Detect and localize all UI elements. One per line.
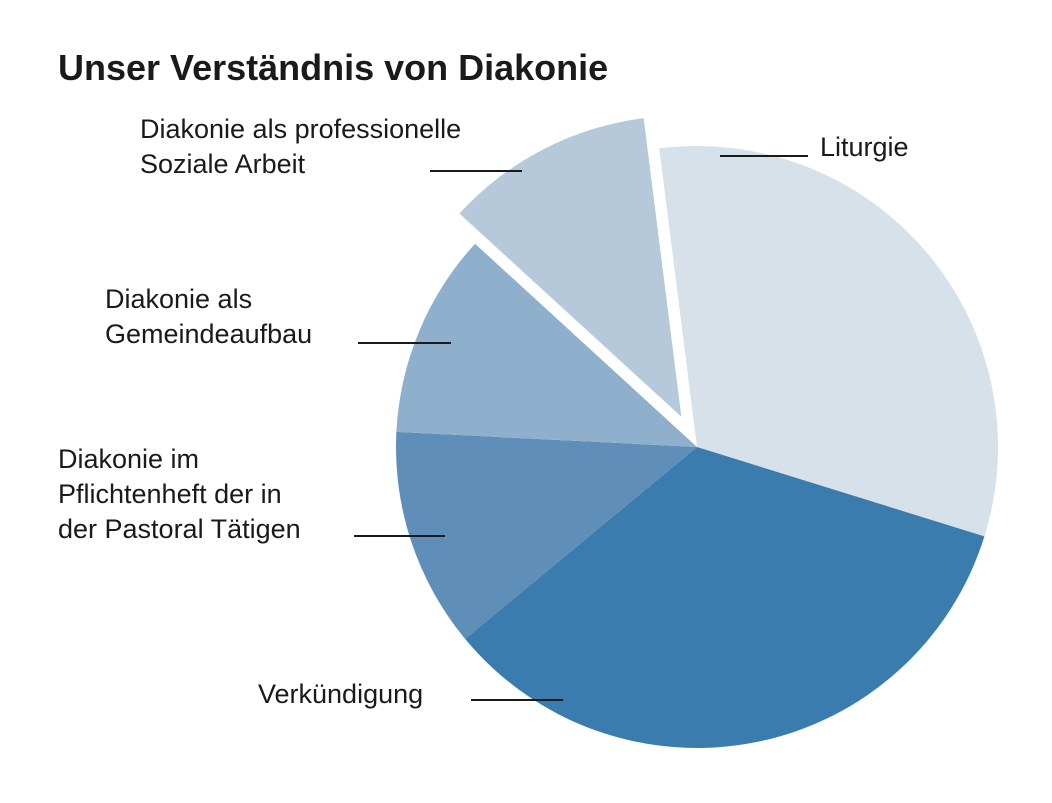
pie-slice-liturgie bbox=[659, 145, 998, 537]
slice-label-line: Verkündigung bbox=[258, 679, 423, 709]
slice-label-verkuendigung: Verkündigung bbox=[258, 679, 423, 709]
slice-label-line: Diakonie als professionelle bbox=[140, 114, 461, 144]
slice-labels: Liturgie Verkündigung Diakonie im Pflichten… bbox=[58, 114, 909, 709]
slice-label-group-diakonie-als-gemeindeaufbau: Diakonie als Gemeindeaufbau bbox=[105, 284, 451, 349]
slice-label-line: Soziale Arbeit bbox=[140, 149, 306, 179]
slice-label-group-diakonie-als-professionelle-soziale-arbeit: Diakonie als professionelle Soziale Arbei… bbox=[140, 114, 522, 179]
pie-slice-diakonie-als-professionelle-soziale-arbeit bbox=[459, 118, 682, 417]
slice-label-diakonie-im-pflichtenheft-der-in-der-pastoral-taetigen: Diakonie im Pflichtenheft der in der Pasto… bbox=[58, 444, 301, 544]
slice-label-group-liturgie: Liturgie bbox=[720, 132, 909, 162]
slice-label-line: Diakonie als bbox=[105, 284, 252, 314]
pie-slice-diakonie-als-gemeindeaufbau bbox=[396, 243, 697, 447]
pie-slice-diakonie-im-pflichtenheft-der-in-der-pastoral-taetigen bbox=[396, 431, 697, 639]
slice-label-liturgie: Liturgie bbox=[820, 132, 909, 162]
chart-title: Unser Verständnis von Diakonie bbox=[58, 47, 608, 88]
slice-label-group-diakonie-im-pflichtenheft-der-in-der-pastoral-taetigen: Diakonie im Pflichtenheft der in der Pasto… bbox=[58, 444, 445, 544]
slice-label-line: Liturgie bbox=[820, 132, 909, 162]
slice-label-group-verkuendigung: Verkündigung bbox=[258, 679, 563, 709]
slice-label-line: der Pastoral Tätigen bbox=[58, 514, 301, 544]
slice-label-diakonie-als-professionelle-soziale-arbeit: Diakonie als professionelle Soziale Arbei… bbox=[140, 114, 461, 179]
pie-slices bbox=[396, 118, 998, 749]
slice-label-line: Pflichtenheft der in bbox=[58, 479, 282, 509]
slice-label-line: Diakonie im bbox=[58, 444, 199, 474]
slice-label-line: Gemeindeaufbau bbox=[105, 319, 312, 349]
pie-slice-verkuendigung bbox=[465, 447, 985, 749]
slice-label-diakonie-als-gemeindeaufbau: Diakonie als Gemeindeaufbau bbox=[105, 284, 312, 349]
